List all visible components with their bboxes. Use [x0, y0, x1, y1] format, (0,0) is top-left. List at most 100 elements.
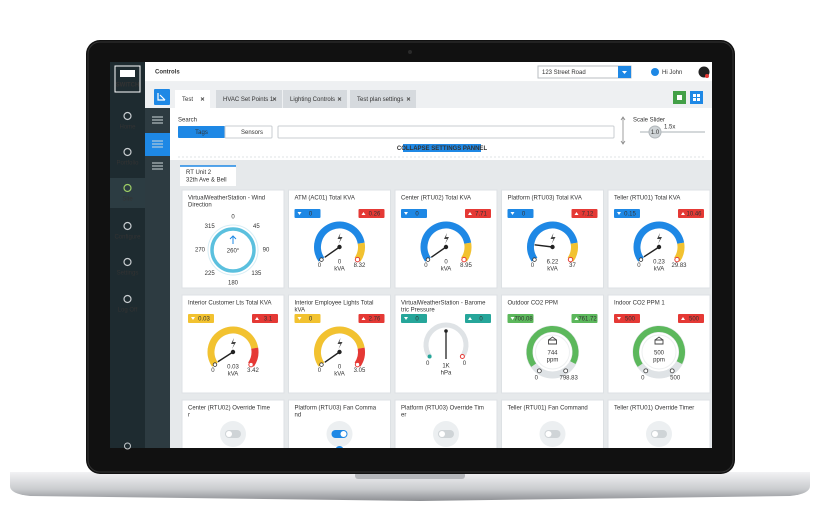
sensors-btn[interactable]	[224, 125, 273, 139]
tab-close[interactable]	[272, 97, 277, 101]
unit-address: 32th Ave & Bell	[186, 178, 227, 184]
nav-icon	[123, 221, 132, 231]
gauge-needle	[324, 351, 340, 363]
tags-btn[interactable]	[178, 126, 225, 138]
sidebar	[110, 62, 145, 448]
layout-btn[interactable]	[690, 91, 703, 104]
card-title: VirtualWeatherStation - Wind	[188, 196, 265, 202]
gauge-min: 0	[318, 263, 322, 269]
card-title: Outdoor CO2 PPM	[508, 301, 558, 307]
subnav-icon[interactable]	[152, 140, 163, 148]
gauge-end	[354, 361, 361, 368]
tab[interactable]: Test	[175, 90, 210, 108]
card-title: er	[401, 413, 406, 419]
nav-item[interactable]: Settings	[117, 257, 139, 277]
logo: SWITCH	[116, 83, 140, 89]
gauge-value: 0	[338, 365, 342, 371]
toggle-knob	[226, 431, 232, 437]
limit-value: 7.71	[475, 211, 487, 217]
badge-arrow	[574, 212, 579, 215]
badge-arrow	[617, 212, 621, 215]
laptop-bezel-edge	[87, 41, 734, 473]
pressure-max: 0	[463, 361, 467, 367]
ring-min: 0	[535, 375, 539, 381]
gauge-end	[248, 361, 254, 368]
limit-value: 2.76	[369, 316, 381, 322]
limit-badge	[507, 209, 534, 218]
compass-tick: 90	[263, 248, 270, 254]
limit-value: 0	[522, 211, 526, 217]
nav-item[interactable]: Log Off	[118, 294, 138, 314]
badge-arrow	[574, 317, 579, 320]
compass-tick: 315	[205, 224, 216, 230]
add-tab-icon	[157, 93, 166, 101]
gauge-hub	[230, 349, 236, 355]
subnav-icon[interactable]	[152, 116, 163, 124]
search-input[interactable]	[277, 125, 615, 139]
gauge-needle	[217, 351, 234, 363]
nav-item[interactable]: Configure	[114, 221, 141, 241]
badge-arrow	[468, 212, 472, 215]
widget-card[interactable]: Center (RTU02) Override Timer	[181, 399, 285, 498]
tab-close[interactable]	[406, 97, 411, 101]
limit-badge	[465, 209, 491, 218]
laptop-base	[10, 472, 810, 501]
widget-card[interactable]: Platform (RTU03) Fan Command	[288, 399, 391, 498]
gauge-end	[674, 256, 680, 263]
nav-label: Home	[119, 125, 136, 131]
widget-card[interactable]: Teller (RTU01) Override Timer	[607, 399, 711, 498]
gauge-min: 0	[531, 263, 535, 269]
tab[interactable]: Lighting Controls	[283, 90, 347, 108]
card-title: Teller (RTU01) Override Timer	[614, 406, 694, 412]
nav-item[interactable]: Home	[119, 111, 136, 131]
gauge-start	[532, 257, 537, 262]
gauge-hub	[337, 349, 342, 355]
limit-badge	[252, 314, 278, 323]
card-title: Direction	[188, 203, 212, 209]
widget-card[interactable]: Platform (RTU03) Total KVA 0 7.12 0 37 6.22kV…	[501, 189, 604, 289]
card-title: r	[188, 413, 190, 419]
limit-badge	[401, 314, 427, 323]
tab-close[interactable]	[337, 97, 342, 101]
slider-knob[interactable]	[648, 125, 662, 139]
widget-card[interactable]: Teller (RTU01) Total KVA 0.15 10.46 0 29.83 0…	[607, 189, 711, 289]
card-title: Interior Customer Lts Total KVA	[188, 301, 271, 307]
ring-inner	[641, 334, 677, 370]
subnav-icon[interactable]	[152, 162, 163, 170]
ring-start	[536, 368, 542, 374]
ring-max: 798.83	[560, 375, 579, 381]
card-title: ATM (AC01) Total KVA	[295, 196, 355, 202]
nav-label: Configure	[114, 235, 141, 241]
limit-badge	[678, 314, 704, 323]
collapse-btn[interactable]	[403, 144, 481, 152]
badge-arrow	[510, 317, 515, 320]
tab[interactable]: HVAC Set Points 1	[216, 90, 282, 108]
ring-end	[669, 368, 675, 374]
logo-mark	[120, 70, 135, 77]
ring-arc	[526, 326, 579, 367]
tab[interactable]: Test plan settings	[350, 90, 416, 108]
gauge-min: 0	[424, 263, 428, 269]
widget-card[interactable]: Platform (RTU03) Override Timer	[394, 399, 498, 498]
gauge-start	[319, 257, 324, 262]
gauge-icon	[444, 233, 449, 244]
nav-item[interactable]: Site	[110, 178, 145, 208]
gauge-max: 8.95	[460, 263, 472, 269]
limit-value: 0	[309, 211, 313, 217]
gauge-value: 0.03	[227, 365, 239, 371]
nav-item[interactable]: Portfolio	[116, 147, 139, 167]
widget-card[interactable]: Interior Customer Lts Total KVA 0.03 3.1 0 3…	[181, 294, 285, 394]
limit-badge	[614, 314, 640, 323]
tab-close[interactable]	[200, 97, 205, 101]
unit-tab[interactable]	[180, 166, 236, 186]
widget-card[interactable]: Teller (RTU01) Fan Command	[501, 399, 604, 498]
limit-badge	[465, 314, 491, 323]
card-title: Teller (RTU01) Fan Command	[508, 406, 588, 412]
